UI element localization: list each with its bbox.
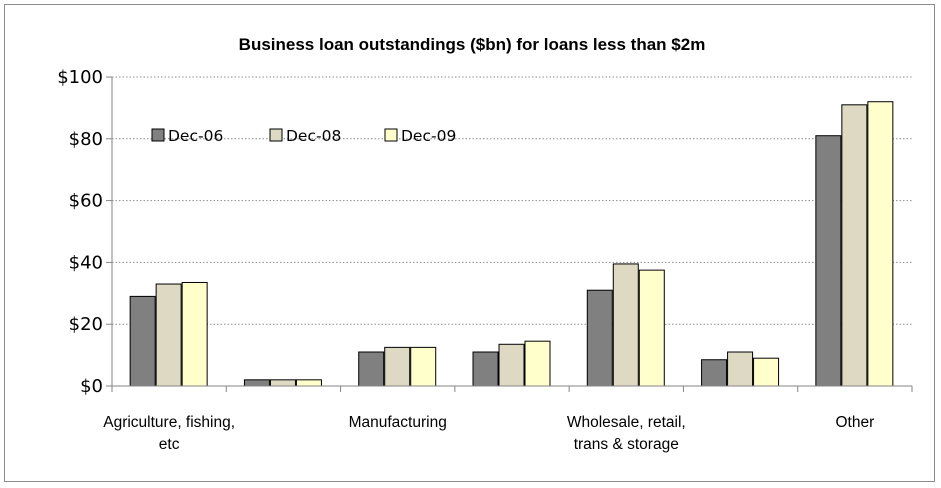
x-tick-label: trans & storage — [574, 436, 679, 453]
bar-dec-06-5 — [701, 359, 728, 387]
x-tick-label: etc — [159, 436, 180, 453]
bar-dec-06-2 — [358, 351, 385, 387]
bar-dec-06-0 — [129, 295, 156, 387]
bar-dec-09-0 — [181, 281, 208, 387]
bar-dec-08-1 — [269, 379, 296, 387]
axes — [111, 77, 913, 392]
x-axis-labels: Agriculture, fishing, etc Manufacturing Who… — [103, 414, 874, 453]
legend-label-dec-09: Dec-09 — [401, 127, 456, 145]
y-tick-label: $60 — [69, 191, 103, 212]
bar-dec-08-5 — [727, 351, 754, 387]
bar-dec-08-6 — [841, 104, 868, 387]
bar-dec-06-1 — [243, 379, 270, 387]
x-tick-label: Other — [835, 414, 874, 431]
bar-dec-06-3 — [472, 351, 499, 387]
legend: Dec-06 Dec-08 Dec-09 — [151, 127, 456, 145]
legend-label-dec-08: Dec-08 — [286, 127, 341, 145]
bar-dec-09-5 — [753, 357, 780, 387]
bar-dec-08-0 — [155, 283, 182, 387]
y-tick-label: $20 — [69, 314, 103, 335]
legend-swatch-dec-09 — [384, 128, 398, 142]
bar-dec-09-3 — [524, 340, 551, 387]
x-tick-label: Wholesale, retail, — [567, 414, 686, 431]
bar-dec-09-4 — [638, 269, 665, 387]
y-tick-label: $100 — [57, 67, 103, 88]
bar-dec-09-6 — [867, 101, 894, 387]
gridlines — [112, 76, 912, 325]
legend-swatch-dec-06 — [151, 128, 165, 142]
y-tick-label: $0 — [80, 376, 103, 397]
bar-dec-06-6 — [815, 135, 842, 387]
y-axis-ticks: $0 $20 $40 $60 $80 $100 — [57, 67, 112, 397]
bar-dec-08-2 — [384, 346, 411, 387]
y-tick-label: $40 — [69, 252, 103, 273]
chart-title: Business loan outstandings ($bn) for loa… — [239, 35, 706, 54]
legend-label-dec-06: Dec-06 — [168, 127, 223, 145]
bar-dec-06-4 — [586, 289, 613, 387]
bar-dec-09-1 — [295, 379, 322, 387]
x-tick-label: Agriculture, fishing, — [103, 414, 235, 431]
y-tick-label: $80 — [69, 129, 103, 150]
bar-dec-08-4 — [612, 263, 639, 387]
bar-dec-09-2 — [410, 346, 437, 387]
bar-dec-08-3 — [498, 343, 525, 387]
bars — [129, 101, 894, 387]
legend-swatch-dec-08 — [269, 128, 283, 142]
chart-frame — [4, 4, 935, 482]
x-tick-label: Manufacturing — [349, 414, 447, 431]
